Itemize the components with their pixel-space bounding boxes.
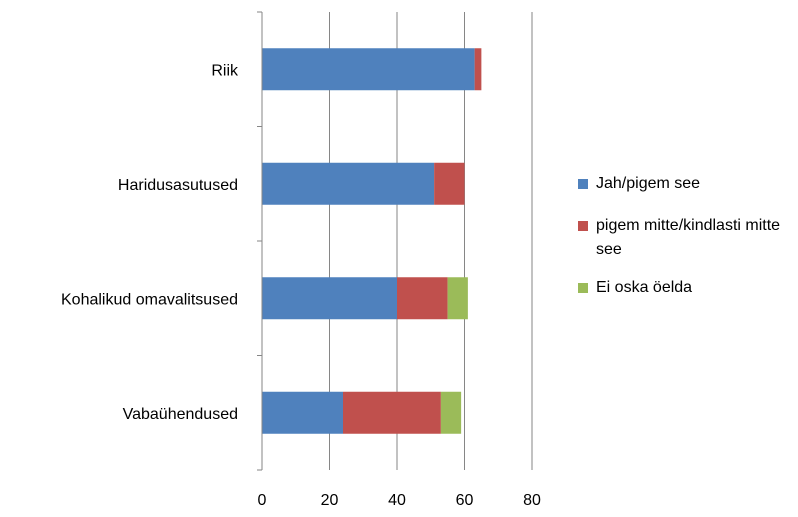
bars	[262, 48, 482, 434]
legend-label: Jah/pigem see	[596, 175, 701, 192]
category-label: Vabaühendused	[123, 406, 238, 423]
category-label: Riik	[211, 62, 239, 79]
legend-item: Jah/pigem see	[578, 172, 788, 196]
legend-item: Ei oska öelda	[578, 276, 788, 300]
bar-segment	[440, 391, 462, 434]
bar-segment	[397, 277, 448, 320]
bar-segment	[262, 391, 343, 434]
bar-segment	[262, 277, 397, 320]
bar-segment	[262, 48, 475, 91]
legend-swatch	[578, 221, 588, 231]
bar-segment	[343, 391, 441, 434]
legend-item: pigem mitte/kindlasti mitte see	[578, 214, 788, 262]
legend-label: pigem mitte/kindlasti mitte see	[596, 217, 781, 258]
bar-segment	[447, 277, 468, 320]
x-tick-label: 60	[456, 492, 474, 509]
x-tick-labels: 0 20 40 60 80	[258, 492, 541, 509]
bar-segment	[434, 162, 465, 205]
x-tick-label: 40	[388, 492, 406, 509]
category-labels: Riik Haridusasutused Kohalikud omavalitsus…	[61, 62, 239, 423]
bar-segment	[474, 48, 482, 91]
legend-swatch	[578, 179, 588, 189]
x-tick-label: 80	[523, 492, 541, 509]
legend-label: Ei oska öelda	[596, 279, 693, 296]
legend: Jah/pigem see pigem mitte/kindlasti mitt…	[578, 172, 788, 318]
x-tick-label: 0	[258, 492, 267, 509]
legend-swatch	[578, 283, 588, 293]
x-tick-label: 20	[321, 492, 339, 509]
category-label: Haridusasutused	[118, 177, 238, 194]
y-axis	[257, 11, 263, 471]
category-label: Kohalikud omavalitsused	[61, 291, 238, 308]
bar-segment	[262, 162, 435, 205]
